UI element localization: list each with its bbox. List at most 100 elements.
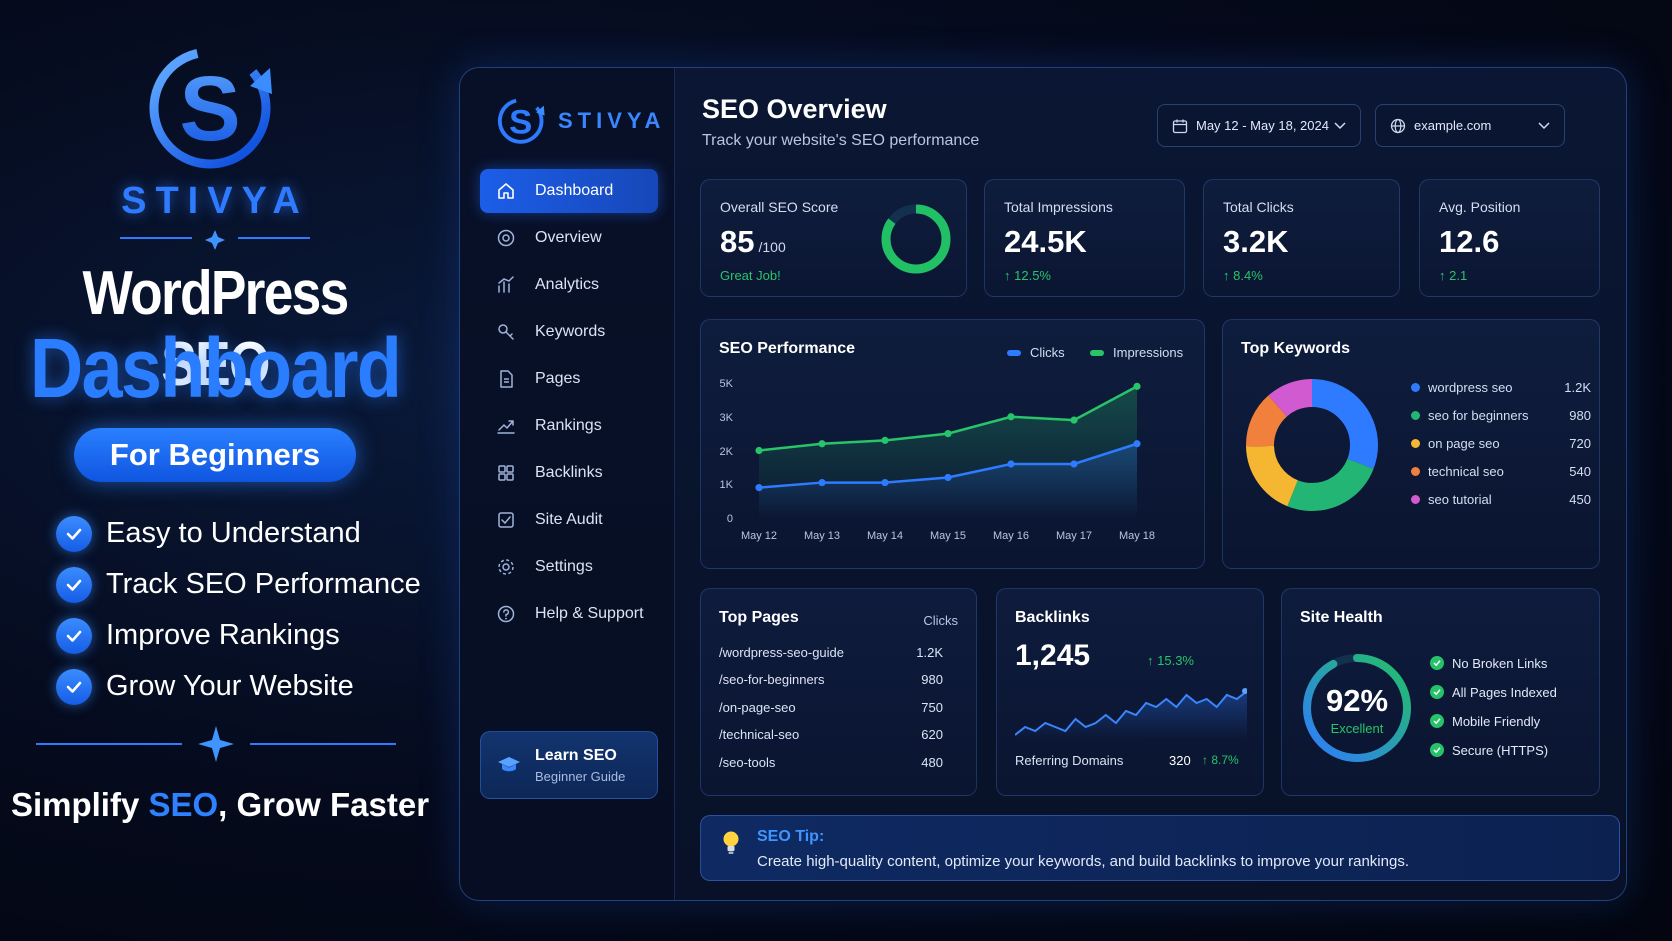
check-circle-icon <box>1430 743 1444 757</box>
stat-delta: ↑ 2.1 <box>1439 268 1468 283</box>
health-item: Secure (HTTPS) <box>1430 741 1548 759</box>
sidebar-item-rankings[interactable]: Rankings <box>480 404 658 448</box>
page-path: /seo-tools <box>719 755 776 770</box>
sidebar-item-pages[interactable]: Pages <box>480 357 658 401</box>
page-icon <box>495 368 517 390</box>
page-path: /technical-seo <box>719 727 800 742</box>
stat-label: Overall SEO Score <box>720 199 839 215</box>
site-health-ring <box>1303 654 1411 762</box>
promo-title-line2: Dashboard <box>29 321 402 415</box>
referring-delta-value: 8.7% <box>1211 753 1239 767</box>
sidebar-item-overview[interactable]: Overview <box>480 216 658 260</box>
page-path: /wordpress-seo-guide <box>719 645 845 660</box>
data-point <box>944 430 952 438</box>
sidebar-item-settings[interactable]: Settings <box>480 545 658 589</box>
stat-value: 12.6 <box>1439 224 1500 259</box>
data-point <box>1133 440 1141 448</box>
stat-delta: ↑ 8.4% <box>1223 268 1263 283</box>
site-select[interactable]: example.com <box>1375 104 1565 147</box>
page-path: /on-page-seo <box>719 700 796 715</box>
keyword-value: 450 <box>1569 491 1591 507</box>
sparkline-end-point <box>1242 688 1247 694</box>
sidebar-item-keywords[interactable]: Keywords <box>480 310 658 354</box>
referring-domains-value: 320 <box>1169 753 1191 768</box>
data-point <box>1070 416 1078 424</box>
feature-item: Easy to Understand <box>56 508 421 559</box>
page-clicks: 1.2K <box>916 645 943 660</box>
stat-value: 3.2K <box>1223 224 1289 259</box>
legend-label: Impressions <box>1113 345 1184 360</box>
keyword-value: 1.2K <box>1564 379 1591 395</box>
keyword-label: wordpress seo <box>1428 379 1513 395</box>
feature-item: Track SEO Performance <box>56 559 421 610</box>
learn-seo-card[interactable]: Learn SEO Beginner Guide <box>480 731 658 799</box>
data-point <box>818 440 826 448</box>
data-point <box>1007 413 1015 421</box>
health-item-label: Mobile Friendly <box>1452 713 1541 729</box>
seo-score-arc <box>881 204 951 274</box>
position-delta: 2.1 <box>1449 268 1468 283</box>
health-item-label: Secure (HTTPS) <box>1452 742 1549 758</box>
clicks-column-header: Clicks <box>923 613 958 628</box>
learn-seo-title: Learn SEO <box>535 746 617 764</box>
keyword-swatch <box>1411 382 1420 392</box>
data-point <box>1070 460 1078 468</box>
clicks-card: Total Clicks 3.2K ↑ 8.4% <box>1203 179 1400 297</box>
checkmark-icon <box>56 617 92 654</box>
graduation-cap-icon <box>497 755 521 775</box>
seo-score-card: Overall SEO Score 85/100 Great Job! <box>700 179 967 297</box>
impressions-delta: 12.5% <box>1014 268 1051 283</box>
checkmark-icon <box>56 515 92 552</box>
x-tick-label: May 14 <box>867 530 903 542</box>
sidebar: S STIVYA Dashboard Overview Analytics Ke… <box>460 68 675 900</box>
x-tick-label: May 18 <box>1119 530 1155 542</box>
date-range-select[interactable]: May 12 - May 18, 2024 <box>1157 104 1361 147</box>
home-icon <box>495 180 517 202</box>
sidebar-item-label: Dashboard <box>535 182 614 199</box>
data-point <box>881 478 889 487</box>
sidebar-item-analytics[interactable]: Analytics <box>480 263 658 307</box>
table-row[interactable]: /seo-tools 480 <box>719 755 943 773</box>
page-clicks: 980 <box>921 672 943 687</box>
data-point <box>755 484 763 492</box>
keyword-swatch <box>1411 438 1420 448</box>
sidebar-item-label: Rankings <box>535 417 602 434</box>
table-row[interactable]: /on-page-seo 750 <box>719 700 943 718</box>
feature-label: Grow Your Website <box>106 670 354 702</box>
health-item-label: No Broken Links <box>1452 655 1548 671</box>
feature-label: Easy to Understand <box>106 517 361 549</box>
x-tick-label: May 13 <box>804 530 840 542</box>
site-value: example.com <box>1414 118 1492 133</box>
promo-title-line1: WordPress SEO <box>82 259 349 399</box>
legend-swatch <box>1007 349 1021 356</box>
sidebar-logo[interactable]: S STIVYA <box>496 94 665 148</box>
stivya-logo-icon: S <box>497 98 545 144</box>
sidebar-item-backlinks[interactable]: Backlinks <box>480 451 658 495</box>
table-row[interactable]: /wordpress-seo-guide 1.2K <box>719 645 943 663</box>
sidebar-item-label: Help & Support <box>535 605 644 622</box>
feature-item: Improve Rankings <box>56 610 421 661</box>
seo-score-ring <box>881 204 951 274</box>
card-title: Site Health <box>1300 609 1383 626</box>
donut-slice <box>1246 379 1378 511</box>
sidebar-item-site-audit[interactable]: Site Audit <box>480 498 658 542</box>
feature-item: Grow Your Website <box>56 661 421 712</box>
stat-label: Avg. Position <box>1439 199 1521 215</box>
sparkle-divider-icon <box>36 726 396 762</box>
data-point <box>1007 460 1015 468</box>
health-item-label: All Pages Indexed <box>1452 684 1557 700</box>
y-tick-label: 0 <box>727 513 733 525</box>
sidebar-item-help[interactable]: Help & Support <box>480 592 658 636</box>
backlinks-delta-value: 15.3% <box>1157 653 1194 668</box>
table-row[interactable]: /seo-for-beginners 980 <box>719 672 943 690</box>
seo-tip-banner: SEO Tip: Create high-quality content, op… <box>700 815 1620 881</box>
page-path: /seo-for-beginners <box>719 672 825 687</box>
page-clicks: 750 <box>921 700 943 715</box>
stat-delta: ↑ 12.5% <box>1004 268 1051 283</box>
health-item: All Pages Indexed <box>1430 683 1557 701</box>
table-row[interactable]: /technical-seo 620 <box>719 727 943 745</box>
card-title: SEO Performance <box>719 340 856 357</box>
sidebar-item-dashboard[interactable]: Dashboard <box>480 169 658 213</box>
x-tick-label: May 12 <box>741 530 777 542</box>
keyword-row: seo tutorial 450 <box>1411 489 1591 509</box>
